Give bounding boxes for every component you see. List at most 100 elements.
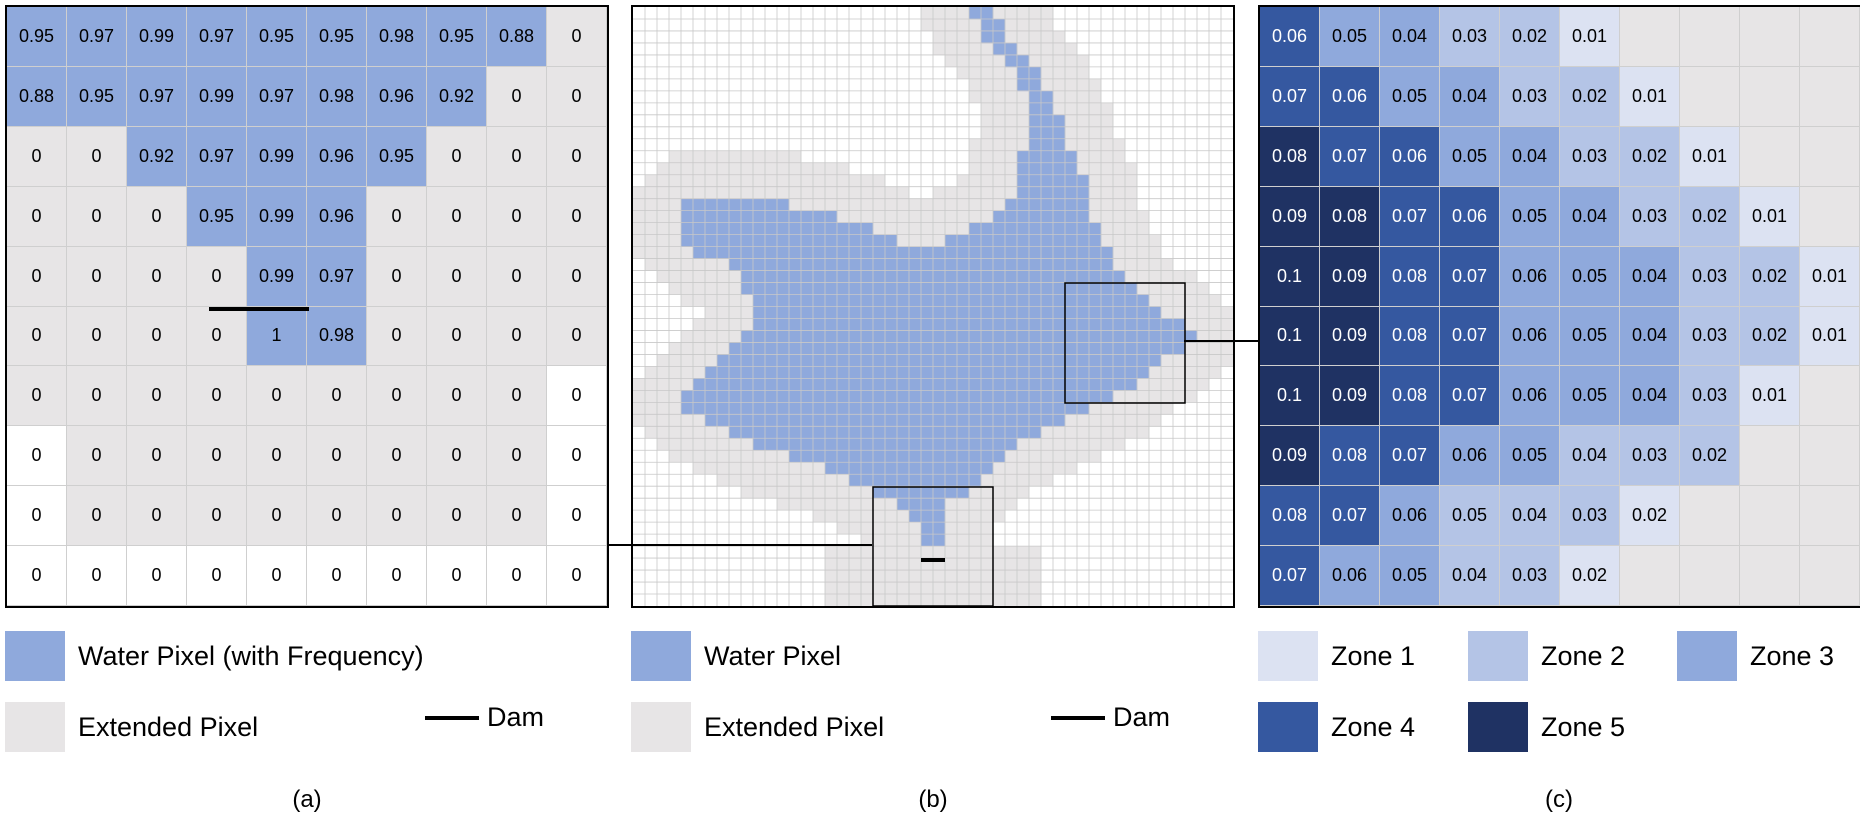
extended-pixel <box>849 570 862 583</box>
water-pixel <box>1017 318 1030 331</box>
water-pixel <box>861 330 874 343</box>
water-pixel <box>801 282 814 295</box>
water-pixel <box>741 270 754 283</box>
extended-pixel <box>825 174 838 187</box>
water-pixel <box>1101 294 1114 307</box>
extended-pixel <box>1089 402 1102 415</box>
water-pixel <box>981 330 994 343</box>
extended-pixel <box>693 366 706 379</box>
water-pixel <box>849 342 862 355</box>
water-pixel <box>693 390 706 403</box>
water-pixel <box>969 270 982 283</box>
water-pixel <box>1101 270 1114 283</box>
extended-pixel <box>897 234 910 247</box>
water-pixel <box>1041 174 1054 187</box>
extended-pixel <box>1089 186 1102 199</box>
frequency-cell: 0 <box>427 366 487 427</box>
water-pixel <box>1017 306 1030 319</box>
water-pixel <box>813 342 826 355</box>
extended-pixel <box>765 462 778 475</box>
legend-zone3: Zone 3 <box>1677 631 1834 681</box>
water-pixel <box>945 462 958 475</box>
water-pixel <box>1089 306 1102 319</box>
zone-cell: 0.07 <box>1320 486 1380 547</box>
extended-pixel <box>693 414 706 427</box>
extended-pixel <box>1065 426 1078 439</box>
water-pixel <box>1017 210 1030 223</box>
frequency-cell: 0 <box>427 546 487 606</box>
water-pixel <box>1029 174 1042 187</box>
extended-pixel <box>717 186 730 199</box>
water-pixel <box>765 378 778 391</box>
extended-pixel <box>1101 198 1114 211</box>
water-pixel <box>945 258 958 271</box>
water-pixel <box>957 282 970 295</box>
frequency-cell: 0 <box>367 306 427 367</box>
extended-pixel <box>717 330 730 343</box>
dam-legend-line <box>1051 715 1105 720</box>
extended-pixel <box>945 222 958 235</box>
water-pixel <box>837 414 850 427</box>
water-pixel <box>693 198 706 211</box>
extended-pixel <box>633 402 646 415</box>
legend-dam-a: Dam <box>425 702 544 733</box>
extended-pixel <box>681 282 694 295</box>
water-pixel <box>825 354 838 367</box>
extended-pixel <box>741 174 754 187</box>
water-pixel <box>825 378 838 391</box>
water-pixel <box>1077 318 1090 331</box>
water-pixel <box>849 222 862 235</box>
water-pixel <box>705 402 718 415</box>
water-pixel <box>1149 306 1162 319</box>
water-pixel <box>777 282 790 295</box>
water-pixel <box>1101 318 1114 331</box>
extended-pixel <box>729 462 742 475</box>
water-pixel <box>765 342 778 355</box>
water-pixel <box>1029 102 1042 116</box>
extended-pixel <box>1125 414 1138 427</box>
water-pixel <box>813 438 826 451</box>
extended-pixel <box>717 450 730 463</box>
extended-pixel <box>945 42 958 56</box>
extended-pixel <box>957 18 970 32</box>
water-pixel <box>813 306 826 319</box>
water-pixel <box>837 390 850 403</box>
water-pixel <box>897 390 910 403</box>
water-pixel <box>1065 342 1078 355</box>
extended-pixel <box>1197 366 1210 379</box>
extended-pixel <box>705 294 718 307</box>
water-pixel <box>993 222 1006 235</box>
extended-pixel <box>909 594 922 606</box>
extended-pixel <box>669 354 682 367</box>
zone-cell: 0.06 <box>1500 366 1560 427</box>
extended-pixel <box>1017 582 1030 595</box>
water-pixel <box>969 366 982 379</box>
zone-cell <box>1740 546 1800 606</box>
extended-pixel <box>729 330 742 343</box>
water-pixel <box>981 342 994 355</box>
water-pixel <box>1017 330 1030 343</box>
water-pixel <box>729 378 742 391</box>
water-pixel <box>933 462 946 475</box>
water-pixel <box>837 234 850 247</box>
extended-pixel <box>945 510 958 523</box>
water-pixel <box>729 222 742 235</box>
extended-pixel <box>813 198 826 211</box>
water-pixel <box>1029 78 1042 92</box>
water-pixel <box>1041 90 1054 104</box>
extended-pixel <box>1209 342 1222 355</box>
water-pixel <box>837 342 850 355</box>
water-pixel <box>921 498 934 511</box>
water-pixel <box>933 258 946 271</box>
zone-cell: 0.02 <box>1680 186 1740 247</box>
frequency-cell: 0 <box>427 306 487 367</box>
extended-pixel <box>933 546 946 559</box>
zone-cell: 0.03 <box>1440 7 1500 67</box>
extended-pixel <box>1065 462 1078 475</box>
extended-pixel <box>1137 222 1150 235</box>
extended-pixel <box>657 390 670 403</box>
extended-swatch <box>5 702 65 752</box>
extended-pixel <box>969 90 982 104</box>
extended-pixel <box>1005 18 1018 32</box>
extended-pixel <box>813 174 826 187</box>
